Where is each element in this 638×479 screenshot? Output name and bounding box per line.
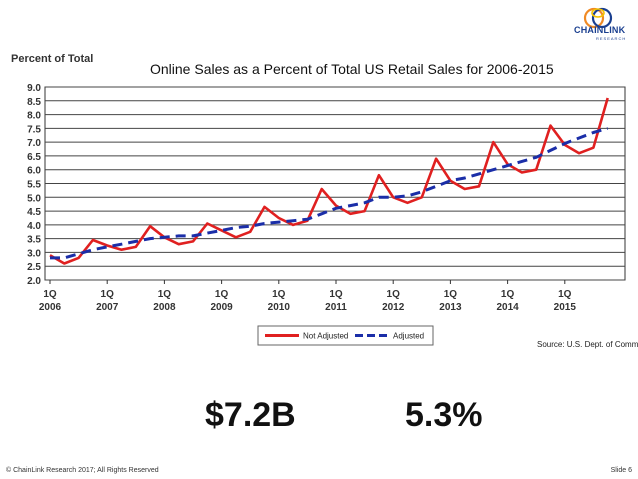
chainlink-logo-icon (583, 7, 613, 29)
x-tick-year: 2013 (439, 302, 462, 313)
y-tick-label: 8.0 (27, 111, 41, 122)
y-tick-label: 7.5 (27, 124, 41, 135)
y-tick-label: 4.5 (27, 207, 41, 218)
x-tick-quarter: 1Q (158, 289, 172, 300)
series-line-not-adjusted (49, 97, 609, 265)
x-tick-quarter: 1Q (43, 289, 57, 300)
x-tick-quarter: 1Q (101, 289, 115, 300)
y-axis-label: Percent of Total (11, 53, 94, 65)
logo-subtext: RESEARCH (596, 36, 627, 41)
y-tick-label: 9.0 (27, 83, 41, 94)
y-tick-label: 7.0 (27, 138, 41, 149)
x-tick-quarter: 1Q (329, 289, 343, 300)
y-tick-label: 5.5 (27, 180, 41, 191)
y-tick-label: 3.5 (27, 235, 41, 246)
x-tick-year: 2014 (496, 302, 519, 313)
x-tick-year: 2009 (210, 302, 233, 313)
legend-label: Adjusted (393, 332, 424, 341)
y-tick-label: 5.0 (27, 193, 41, 204)
x-tick-year: 2008 (153, 302, 176, 313)
y-tick-label: 3.0 (27, 248, 41, 259)
x-tick-quarter: 1Q (558, 289, 572, 300)
x-tick-year: 2011 (325, 302, 347, 313)
y-tick-label: 2.5 (27, 262, 41, 273)
y-tick-label: 2.0 (27, 276, 41, 287)
logo-text: CHAINLINK (574, 25, 626, 35)
x-tick-year: 2007 (96, 302, 119, 313)
x-tick-year: 2010 (268, 302, 291, 313)
stat-value-dollars: $7.2B (205, 396, 296, 434)
chart-title: Online Sales as a Percent of Total US Re… (150, 61, 554, 77)
legend-box (257, 325, 434, 346)
x-tick-year: 2006 (39, 302, 62, 313)
y-tick-label: 6.0 (27, 166, 41, 177)
copyright-footer: © ChainLink Research 2017; All Rights Re… (6, 467, 159, 474)
y-tick-label: 6.5 (27, 152, 41, 163)
x-tick-quarter: 1Q (215, 289, 229, 300)
x-tick-year: 2015 (554, 302, 577, 313)
x-tick-quarter: 1Q (444, 289, 458, 300)
y-tick-label: 8.5 (27, 97, 41, 108)
x-tick-quarter: 1Q (387, 289, 401, 300)
y-tick-label: 4.0 (27, 221, 41, 232)
x-tick-quarter: 1Q (272, 289, 286, 300)
source-note: Source: U.S. Dept. of Comm (537, 340, 638, 349)
legend-label: Not Adjusted (303, 332, 348, 341)
x-tick-quarter: 1Q (501, 289, 515, 300)
x-tick-year: 2012 (382, 302, 405, 313)
slide-number: Slide 6 (610, 467, 632, 474)
stat-value-percent: 5.3% (405, 396, 483, 434)
